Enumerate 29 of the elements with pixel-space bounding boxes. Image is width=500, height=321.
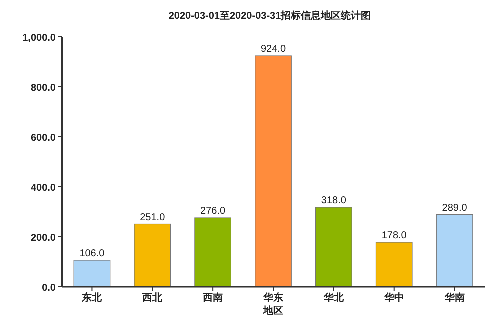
x-tick-label: 华中 — [383, 292, 404, 304]
data-label: 251.0 — [140, 212, 166, 224]
data-label: 318.0 — [321, 196, 347, 206]
x-tick-label: 西北 — [142, 292, 164, 304]
bar — [134, 224, 172, 288]
data-label: 276.0 — [200, 206, 226, 217]
y-tick-label: 200.0 — [30, 233, 56, 244]
data-label: 289.0 — [442, 202, 468, 214]
data-label: 924.0 — [260, 44, 286, 55]
x-tick-label: 东北 — [81, 292, 104, 304]
bar — [74, 260, 111, 288]
bar — [255, 56, 292, 288]
bar — [436, 214, 474, 288]
data-label: 106.0 — [80, 248, 106, 260]
y-tick-label: 0.0 — [42, 283, 56, 294]
y-tick-label: 600.0 — [30, 133, 56, 144]
y-tick-label: 800.0 — [30, 83, 56, 94]
bar — [376, 242, 413, 288]
x-tick-label: 华东 — [262, 292, 284, 304]
x-tick-label: 西南 — [202, 292, 224, 304]
y-tick-label: 400.0 — [30, 183, 56, 194]
data-label: 178.0 — [382, 230, 408, 242]
x-tick-label: 华南 — [444, 292, 465, 304]
x-tick-label: 华北 — [322, 292, 345, 304]
x-axis-title: 地区 — [262, 305, 284, 317]
y-tick-label: 1,000.0 — [22, 33, 56, 44]
chart-title: 2020-03-01至2020-03-31招标信息地区统计图 — [168, 10, 372, 22]
bar — [316, 207, 352, 288]
bar — [194, 218, 232, 288]
